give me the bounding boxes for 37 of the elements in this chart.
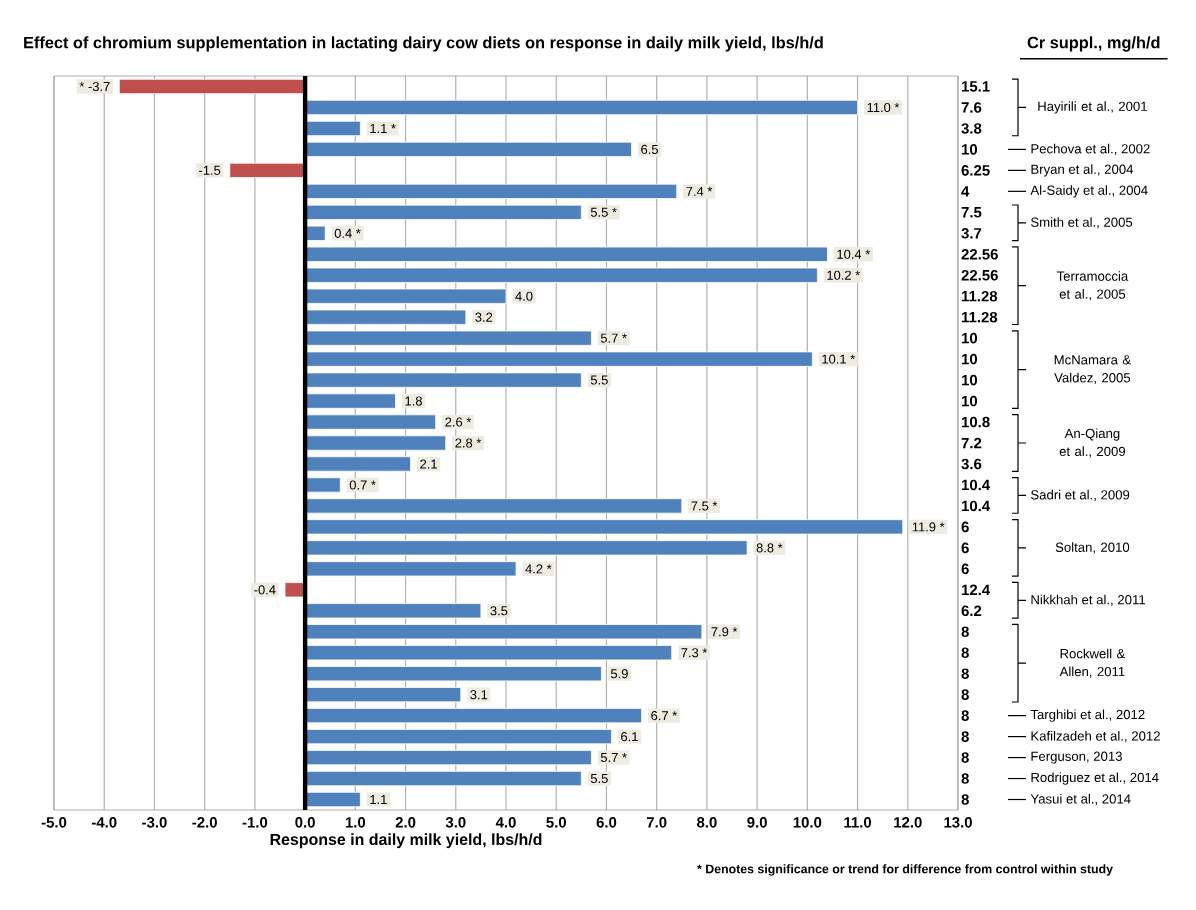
bar (304, 645, 673, 661)
bar (304, 372, 582, 388)
bar (304, 183, 678, 199)
bar (304, 749, 592, 766)
bar (304, 708, 643, 724)
bar (304, 414, 437, 430)
bar (304, 246, 828, 262)
bar (304, 791, 361, 808)
bar (304, 435, 447, 451)
bar (304, 120, 361, 137)
chart-title: Effect of chromium supplementation in lactating dairy cow diets on response in daily milk yield, lbs/h/d (24, 36, 823, 52)
bar (304, 561, 517, 577)
bar (304, 288, 507, 304)
bar (304, 540, 748, 556)
bar (304, 624, 703, 640)
bar (284, 582, 306, 598)
bar (304, 603, 482, 619)
bar (304, 99, 858, 116)
bar (304, 141, 632, 158)
bar (304, 477, 341, 493)
bar (304, 519, 904, 535)
bar (118, 78, 306, 95)
y-axis-title: Cr suppl., mg/h/d (1027, 36, 1160, 52)
bar (304, 770, 582, 787)
bar (304, 309, 467, 325)
bar (304, 687, 462, 703)
bar (304, 456, 411, 472)
bar (229, 162, 306, 178)
bar (304, 393, 396, 409)
bar (304, 330, 592, 346)
bar (304, 267, 818, 283)
bar (304, 666, 602, 682)
bar (304, 729, 612, 745)
bar (304, 351, 813, 367)
bar (304, 225, 326, 241)
bar (304, 204, 582, 220)
bar (304, 498, 683, 514)
